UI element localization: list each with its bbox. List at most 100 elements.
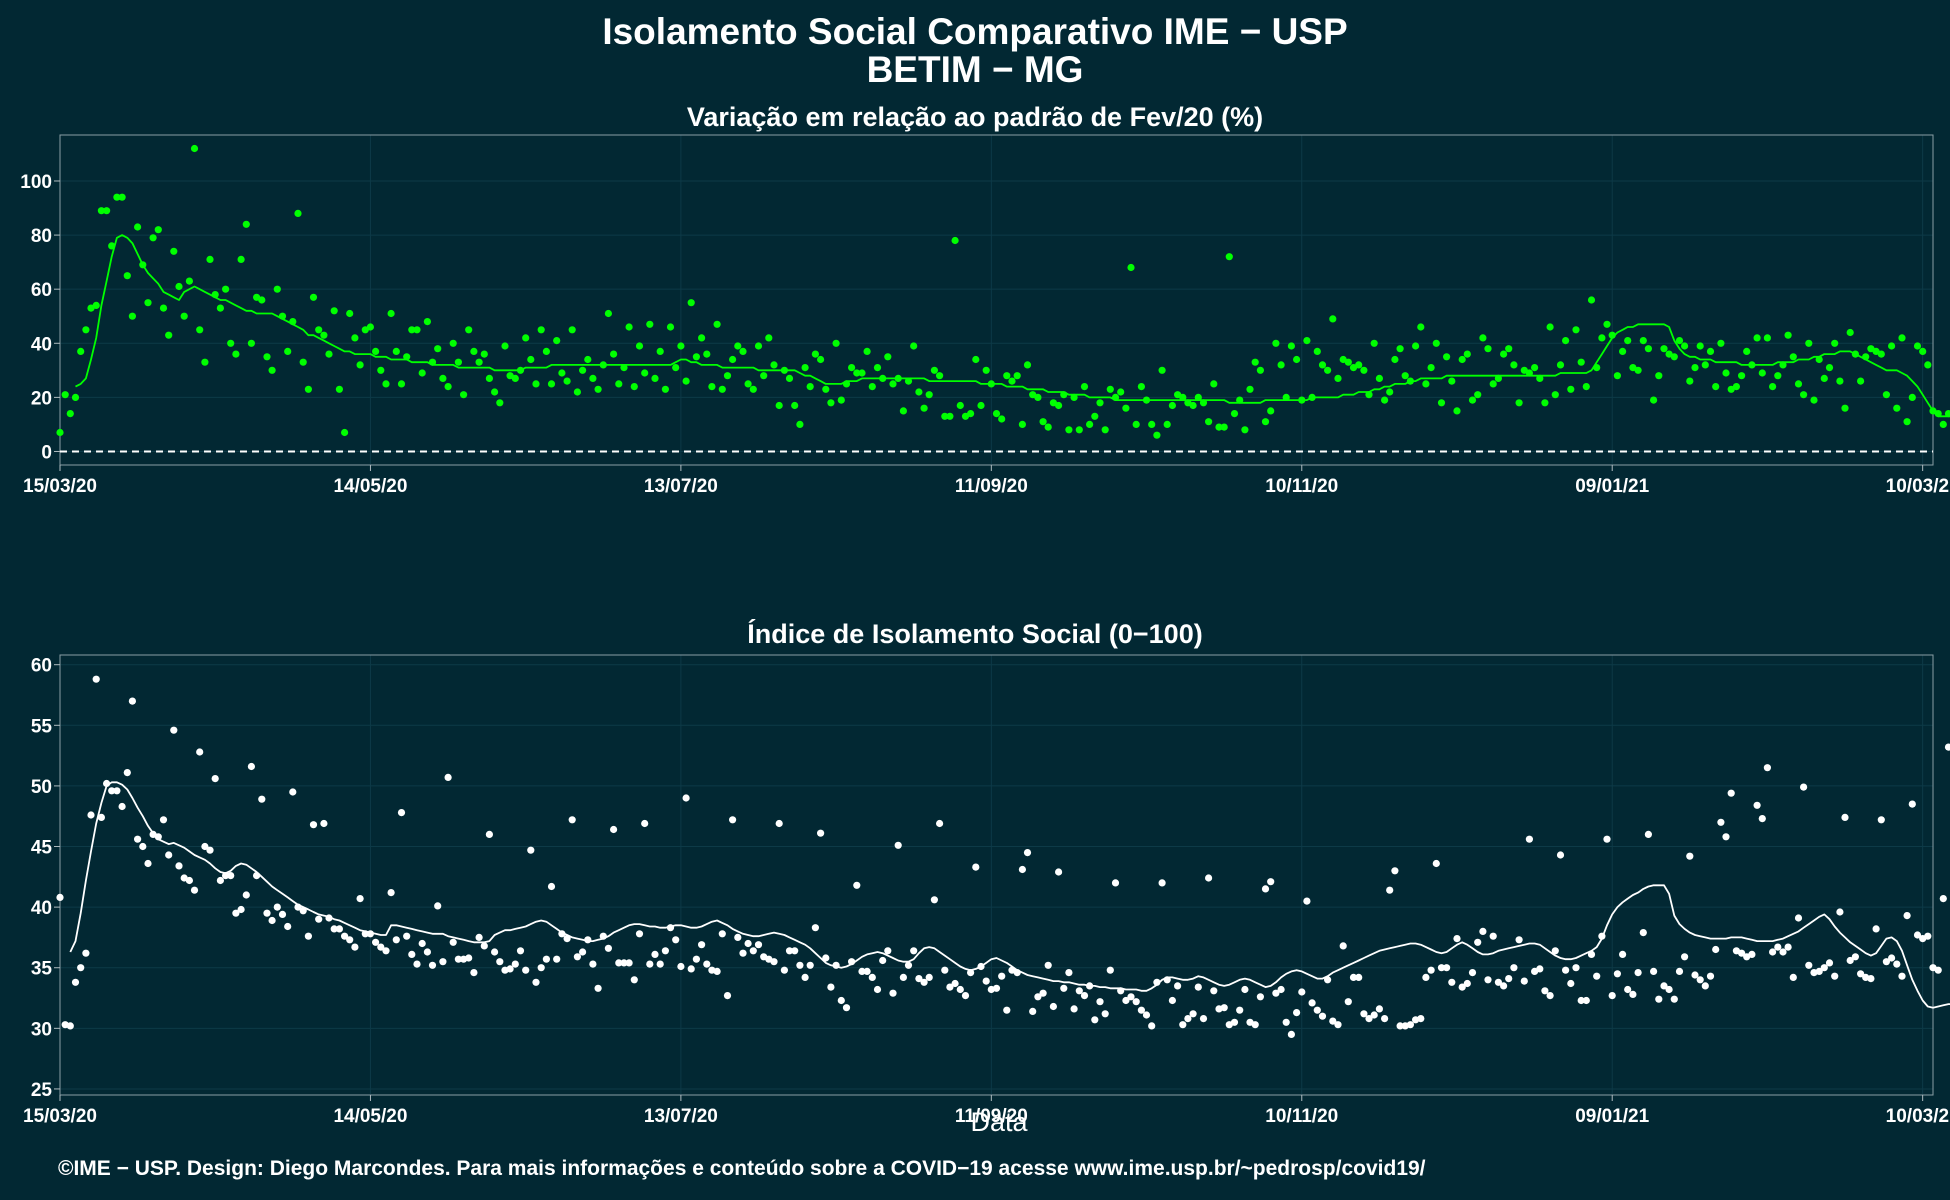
moving-average-line — [69, 781, 1950, 1009]
data-point — [1277, 361, 1285, 369]
data-point — [806, 383, 814, 391]
data-point — [977, 401, 985, 410]
data-point — [1484, 345, 1492, 353]
data-point — [1696, 976, 1704, 984]
data-point — [1437, 399, 1446, 407]
data-point — [165, 331, 173, 339]
data-point — [992, 984, 1001, 992]
data-point — [884, 947, 892, 955]
data-point — [108, 787, 116, 795]
data-point — [1712, 945, 1720, 954]
data-point — [1489, 380, 1497, 388]
data-point — [791, 947, 799, 955]
data-point — [423, 318, 431, 326]
data-point — [1520, 977, 1528, 985]
data-point — [139, 842, 147, 851]
data-point — [1650, 396, 1658, 404]
data-point — [899, 973, 908, 982]
data-point — [335, 385, 343, 393]
data-point — [496, 399, 504, 407]
data-point — [1360, 1010, 1368, 1018]
data-point — [889, 380, 897, 388]
data-point — [1267, 878, 1275, 886]
data-point — [439, 958, 447, 966]
data-point — [1148, 1022, 1156, 1030]
x-tick-label: 15/03/20 — [23, 1106, 97, 1127]
data-point — [930, 366, 939, 374]
data-point — [1763, 334, 1771, 342]
data-point — [563, 377, 571, 385]
data-point — [1706, 972, 1715, 980]
data-point — [144, 299, 152, 307]
data-point — [1396, 345, 1404, 353]
data-point — [1117, 388, 1125, 396]
data-point — [625, 323, 633, 331]
data-point — [397, 809, 406, 817]
data-point — [1168, 401, 1176, 410]
data-point — [1841, 404, 1849, 412]
data-point — [806, 961, 814, 969]
data-point — [573, 953, 582, 961]
x-tick-label: 09/01/21 — [1575, 476, 1649, 497]
data-point — [1753, 334, 1761, 342]
data-point — [1660, 345, 1668, 353]
data-point — [1215, 423, 1223, 431]
data-point — [853, 881, 861, 889]
y-tick-label: 60 — [31, 656, 52, 677]
data-point — [910, 342, 918, 350]
data-point — [1515, 399, 1523, 407]
data-point — [511, 374, 519, 382]
data-point — [1003, 372, 1011, 380]
data-point — [1603, 320, 1611, 328]
data-point — [615, 959, 623, 967]
data-point — [330, 925, 338, 933]
data-point — [1505, 975, 1513, 983]
data-point — [848, 364, 856, 372]
data-point — [1882, 958, 1890, 966]
data-point — [1794, 380, 1803, 388]
data-point — [87, 811, 95, 819]
data-point — [1567, 979, 1575, 988]
data-point — [1106, 966, 1114, 974]
data-point — [1003, 1006, 1011, 1014]
data-point — [1546, 323, 1554, 331]
data-point — [889, 989, 897, 997]
data-point — [672, 936, 680, 944]
data-point — [1080, 383, 1089, 391]
data-point — [542, 955, 551, 963]
data-point — [1210, 380, 1218, 388]
data-point — [387, 889, 395, 897]
data-point — [315, 915, 323, 923]
data-point — [1789, 973, 1797, 982]
data-point — [1479, 334, 1487, 342]
data-point — [651, 950, 659, 959]
data-point — [1360, 366, 1368, 374]
data-point — [998, 415, 1006, 423]
data-point — [532, 978, 540, 986]
data-point — [190, 144, 199, 153]
data-point — [1101, 426, 1109, 434]
data-point — [1531, 364, 1539, 372]
data-point — [1406, 1021, 1414, 1029]
data-point — [1189, 401, 1197, 410]
data-point — [1386, 388, 1394, 396]
x-tick-label: 10/11/20 — [1265, 476, 1338, 497]
data-point — [170, 726, 178, 734]
data-point — [1132, 420, 1140, 428]
data-point — [863, 967, 871, 976]
chart-subtitle: BETIM − MG — [866, 49, 1084, 90]
data-point — [1944, 743, 1950, 751]
data-point — [723, 372, 732, 380]
data-point — [894, 841, 902, 849]
data-point — [1381, 1015, 1389, 1023]
data-point — [1453, 407, 1461, 415]
data-point — [444, 383, 452, 391]
data-point — [1603, 835, 1611, 843]
data-point — [1096, 399, 1104, 407]
data-point — [1867, 975, 1875, 983]
data-point — [1639, 929, 1647, 937]
data-point — [377, 366, 385, 374]
data-point — [289, 788, 297, 796]
data-point — [1784, 943, 1792, 951]
data-point — [1753, 801, 1761, 809]
